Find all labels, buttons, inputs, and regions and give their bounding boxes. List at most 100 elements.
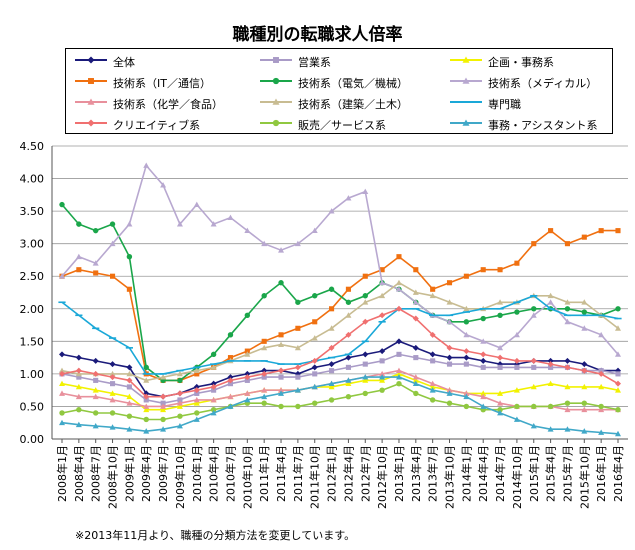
data-point (548, 364, 554, 370)
data-point (261, 400, 267, 406)
series-line (61, 382, 619, 421)
data-point (362, 273, 368, 279)
data-point (362, 293, 368, 299)
data-point (463, 305, 470, 312)
legend-label: 販売／サービス系 (298, 119, 386, 132)
data-point (547, 307, 555, 310)
legend-label: 専門職 (488, 98, 521, 111)
data-point (227, 332, 234, 338)
legend-swatch (260, 98, 292, 105)
y-tick-label: 3.00 (20, 238, 45, 251)
series-8 (58, 294, 622, 375)
data-point (93, 377, 99, 383)
legend-swatch (75, 56, 107, 64)
data-point (244, 370, 251, 377)
data-point (143, 428, 150, 434)
data-point (109, 410, 116, 416)
data-point (126, 370, 133, 377)
data-point (160, 406, 167, 413)
data-point (143, 403, 150, 409)
data-point (59, 410, 65, 416)
data-point (261, 240, 268, 247)
data-point (412, 344, 419, 351)
data-point (312, 400, 318, 406)
data-point (278, 374, 284, 380)
data-point (513, 331, 520, 338)
x-tick-label: 2012年4月 (341, 445, 355, 502)
data-point (480, 390, 487, 396)
data-point (547, 403, 554, 410)
legend-swatch (75, 119, 107, 127)
series-line (61, 307, 619, 398)
data-point (379, 292, 386, 299)
data-point (194, 410, 200, 416)
data-point (143, 406, 150, 413)
y-tick-label: 0.50 (20, 400, 45, 413)
data-point (581, 299, 588, 305)
data-point (210, 409, 217, 416)
data-point (395, 374, 402, 380)
data-point (244, 227, 251, 234)
legend-swatch (450, 77, 482, 84)
data-point (564, 406, 571, 413)
chart-title: 職種別の転職求人倍率 (232, 25, 403, 45)
data-point (226, 360, 235, 362)
data-point (93, 270, 99, 276)
data-point (294, 387, 301, 393)
data-point (379, 312, 386, 319)
data-point (548, 228, 554, 234)
data-point (480, 357, 487, 364)
data-point (446, 299, 453, 305)
data-point (227, 393, 234, 400)
data-point (210, 363, 218, 365)
data-point (581, 309, 588, 315)
x-tick-label: 2010年10月 (240, 445, 254, 509)
data-point (277, 363, 285, 365)
data-point (176, 369, 184, 372)
data-point (210, 383, 217, 390)
data-point (429, 314, 437, 317)
data-point (379, 358, 385, 364)
data-point (379, 279, 386, 286)
data-point (160, 374, 167, 380)
footnote: ※2013年11月より、職種の分類方法を変更しています。 (75, 529, 356, 542)
data-point (312, 293, 318, 299)
data-point (581, 400, 588, 406)
data-point (311, 383, 318, 390)
data-point (615, 380, 621, 387)
x-tick-label: 2010年7月 (223, 445, 237, 502)
data-point (514, 403, 520, 410)
data-point (615, 228, 621, 234)
legend-swatch (450, 119, 482, 126)
legend-swatch (450, 101, 482, 103)
data-point (328, 208, 335, 214)
data-point (564, 357, 571, 364)
data-point (243, 360, 251, 362)
data-point (76, 267, 82, 273)
data-point (160, 393, 167, 400)
data-point (261, 367, 268, 374)
data-point (564, 299, 571, 305)
data-point (361, 340, 369, 343)
series-line (61, 353, 619, 405)
data-point (227, 381, 234, 387)
legend-label: 事務・アシスタント系 (488, 119, 598, 132)
data-point (345, 380, 352, 387)
data-point (598, 383, 605, 390)
data-point (328, 361, 335, 368)
legend-label: 企画・事務系 (488, 56, 554, 69)
data-point (92, 422, 99, 429)
data-point (160, 416, 166, 423)
data-point (244, 377, 250, 383)
data-point (278, 332, 284, 338)
data-point (378, 321, 386, 323)
data-point (194, 371, 200, 377)
data-point (227, 355, 234, 361)
data-point (176, 400, 183, 406)
data-point (530, 383, 537, 390)
data-point (598, 368, 604, 374)
x-tick-label: 2012年10月 (375, 445, 389, 509)
data-point (227, 374, 234, 381)
x-tick-label: 2014年10月 (510, 445, 524, 509)
data-point (581, 325, 588, 331)
